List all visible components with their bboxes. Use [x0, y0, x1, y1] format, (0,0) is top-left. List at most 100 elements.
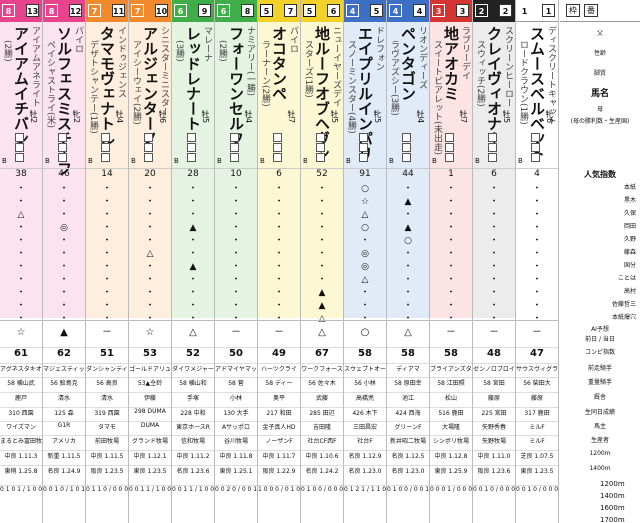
best-time-2: 東良 1.25.1: [215, 465, 257, 475]
horse-column[interactable]: 8 13 アイアムアネライト アイアムイチバン (2勝) 牡2 B 38 ・・ △ ・・・・・・・・…: [0, 0, 43, 523]
distance-item: 1600m: [600, 504, 625, 512]
computer-index: 53: [129, 347, 171, 359]
ai-prediction: －: [473, 320, 515, 344]
prediction-mark: ・: [532, 210, 542, 220]
horse-name[interactable]: スムースベルベット: [528, 26, 546, 161]
prediction-mark: ・: [446, 288, 456, 298]
weight-boxes: [58, 133, 68, 163]
horse-name[interactable]: 地ルーフオブヘヴン: [313, 26, 331, 161]
horse-name[interactable]: タマモヴェナトル: [98, 26, 116, 146]
horse-info-area: [258, 22, 300, 318]
horse-name[interactable]: クレイヴィオナー: [485, 26, 503, 146]
prediction-mark: ・: [16, 314, 26, 324]
prediction-mark: ・: [317, 249, 327, 259]
popularity-index: 20: [129, 168, 171, 182]
prediction-mark: ・: [274, 249, 284, 259]
best-time-1: 名良 1.12.5: [387, 450, 429, 460]
box: [144, 133, 153, 142]
horse-column[interactable]: 5 6 ニューイヤーズデイ 地ルーフオブヘヴン スターズ(1勝) 牡5 B 52 ・・・・・・・…: [301, 0, 344, 523]
prediction-mark: ・: [532, 197, 542, 207]
prediction-mark: ▲: [189, 262, 197, 272]
sex-age: 牡7: [459, 110, 468, 124]
best-time-1: 名良 1.12.9: [344, 450, 386, 460]
breeder: 前田牧場: [86, 435, 128, 445]
prediction-mark: ・: [102, 223, 112, 233]
prev-jockey: ワークフォース: [301, 363, 343, 373]
sex-age: 牡4: [416, 110, 425, 124]
horse-name[interactable]: アイアムイチバン: [12, 26, 30, 146]
horse-column[interactable]: 1 1 ディスクリートキャット スムースベルベット ロードクラウン(1勝) 牝6 B 4 ・・・…: [516, 0, 559, 523]
horse-name[interactable]: ペンタゴン: [399, 26, 417, 101]
ai-prediction: △: [301, 320, 343, 344]
horse-name[interactable]: 地アオカミ: [442, 26, 460, 101]
prediction-marks: ・・・・・・・・・・・: [86, 183, 128, 326]
trainer: 清水: [43, 392, 85, 402]
horse-column[interactable]: 4 5 ドレフォン エイプリルインパリ スノーミンスター(4勝) 牝5 B 91 ○ ☆ △ ○ ・ ◎ ◎…: [344, 0, 387, 523]
box: [445, 153, 454, 162]
prediction-marks: ・・・ ▲ ・・ ▲ ・・・・: [172, 183, 214, 326]
horse-name[interactable]: エイプリルインパリ: [356, 26, 374, 161]
horse-column[interactable]: 4 4 リオンディーズ ペンタゴン ラヴアズシー(3勝) 牡4 B 44 ・ ▲ ・ ▲ ○ ・・・・・・…: [387, 0, 430, 523]
horse-column[interactable]: 6 8 ナミアリー(一勝) フォーワンセルフ (2勝) 牡4 B 10 ・・・・・・・・・・・－…: [215, 0, 258, 523]
box: [531, 133, 540, 142]
prediction-mark: ・: [59, 249, 69, 259]
trainer: 高橋亮: [344, 392, 386, 402]
sire-label: 父: [596, 30, 603, 37]
prediction-mark: ・: [446, 275, 456, 285]
prediction-mark: ・: [102, 288, 112, 298]
horse-name[interactable]: オコタンペ: [270, 26, 288, 101]
stable-info: 285 田辺: [301, 407, 343, 417]
prediction-mark: △: [361, 210, 369, 220]
prediction-mark: ・: [59, 184, 69, 194]
best-time-1: 中良 1.11.0: [473, 450, 515, 460]
box: [144, 153, 153, 162]
horse-column[interactable]: 7 11 インドゥジェンス タマモヴェナトル デザトシャンテー(1勝) 牡4 B 14 ・・・・…: [86, 0, 129, 523]
record: 0 1 2 1 / 1 1 0 0: [344, 485, 386, 493]
prediction-mark: ・: [102, 301, 112, 311]
prediction-mark: ・: [532, 262, 542, 272]
box: [488, 133, 497, 142]
frame-number: 6: [174, 4, 187, 17]
horse-column[interactable]: 8 12 パイロ ソルフェスミスチーフ ペイシャストライ(米) 牝2 B 46 ・・・ ◎ ・・・・…: [43, 0, 86, 523]
predictor-name: 高村: [623, 288, 636, 295]
box: [230, 143, 239, 152]
prediction-mark: ・: [317, 184, 327, 194]
prediction-mark: ・: [16, 236, 26, 246]
horse-number: 10: [155, 4, 168, 17]
prediction-mark: ・: [446, 184, 456, 194]
box: [101, 153, 110, 162]
frame-number: 5: [260, 4, 273, 17]
prediction-mark: ・: [102, 314, 112, 324]
prediction-mark: ・: [489, 262, 499, 272]
sire-name: パイロ: [73, 26, 83, 53]
prediction-mark: ・: [403, 184, 413, 194]
box: [273, 143, 282, 152]
box: [230, 153, 239, 162]
prediction-mark: ・: [59, 275, 69, 285]
horse-column[interactable]: 3 3 ラブリーデイ 地アオカミ スイートピアレット(未出走) 牡7 B 1 ・・・・・・・・・…: [430, 0, 473, 523]
popularity-index: 1: [430, 168, 472, 182]
prize-label: 生同日成績: [584, 409, 615, 416]
horse-column[interactable]: 2 2 スクリーンヒーロー クレイヴィオナー スウィッチ(2勝) 牡5 B 6 ・・・・・・・・…: [473, 0, 516, 523]
blinker-mark: B: [2, 157, 7, 165]
prediction-mark: ・: [446, 262, 456, 272]
horse-column[interactable]: 5 7 パイロ オコタンペ ラーナーン(2勝) 牡7 B 6 ・・・・・・・・・・・－ 49 ハーツ…: [258, 0, 301, 523]
horse-name[interactable]: アルジェンターノ: [141, 26, 159, 146]
sex-age: 牡5: [502, 110, 511, 124]
stable-info: 310 西園: [0, 407, 42, 417]
owner: 矢野秀春: [473, 421, 515, 431]
prediction-mark: ・: [489, 275, 499, 285]
horse-column[interactable]: 7 10 シニスターミニスター アルジェンターノ アイシーウェイ(2勝) 牡6 B 20 ・・・…: [129, 0, 172, 523]
prediction-mark: ・: [188, 314, 198, 324]
breeder: シンボリ牧場: [430, 435, 472, 445]
weight-jockey: 56 佐々木: [301, 377, 343, 387]
sire-name: ニューイヤーズデイ: [331, 26, 341, 107]
horse-name[interactable]: レッドレナート: [184, 26, 202, 131]
sex-age: 牡7: [287, 110, 296, 124]
predictor-name: 久野: [623, 236, 636, 243]
owner: グリーンF: [387, 421, 429, 431]
horse-name[interactable]: フォーワンセルフ: [227, 26, 245, 146]
weight-boxes: [488, 133, 498, 163]
horse-column[interactable]: 6 9 マレーナ レッドレナート (3勝) 牡5 B 28 ・・・ ▲ ・・ ▲ ・・・・ △ 52 ダイワメ…: [172, 0, 215, 523]
